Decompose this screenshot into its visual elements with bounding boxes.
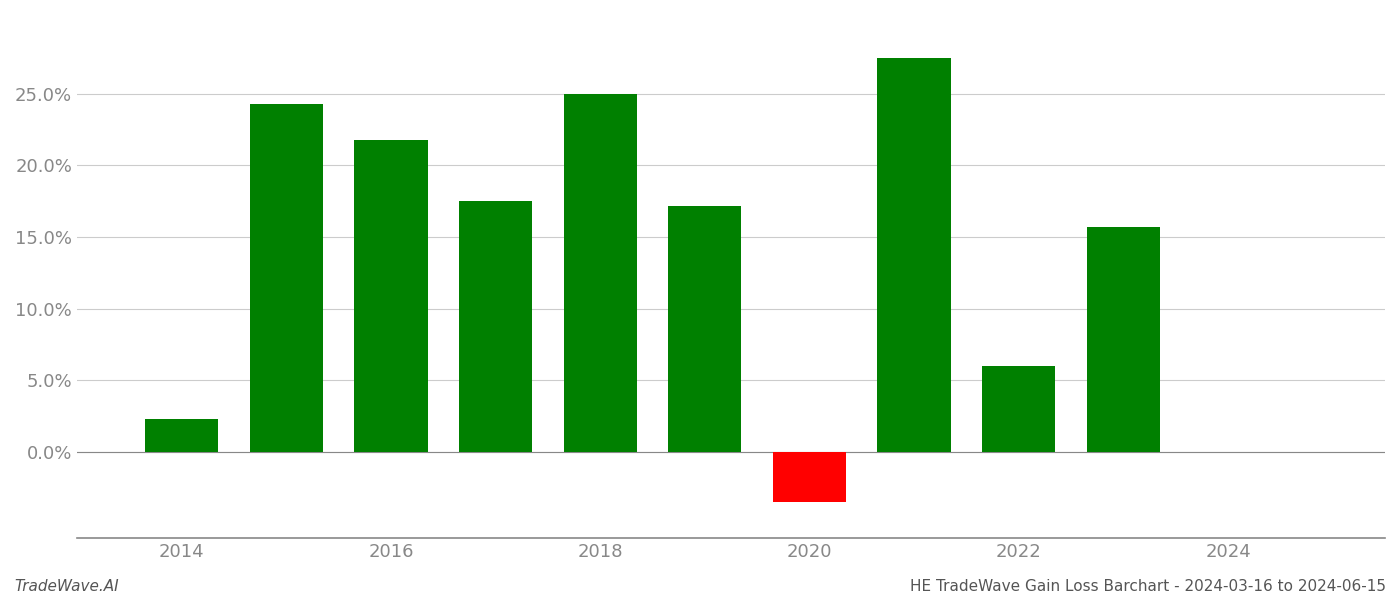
Text: HE TradeWave Gain Loss Barchart - 2024-03-16 to 2024-06-15: HE TradeWave Gain Loss Barchart - 2024-0… [910, 579, 1386, 594]
Bar [249, 104, 323, 452]
Bar [983, 366, 1056, 452]
Bar [459, 202, 532, 452]
Bar [564, 94, 637, 452]
Bar [878, 58, 951, 452]
Bar [1086, 227, 1161, 452]
Bar [354, 140, 427, 452]
Bar [668, 206, 742, 452]
Bar [773, 452, 846, 502]
Text: TradeWave.AI: TradeWave.AI [14, 579, 119, 594]
Bar [146, 419, 218, 452]
